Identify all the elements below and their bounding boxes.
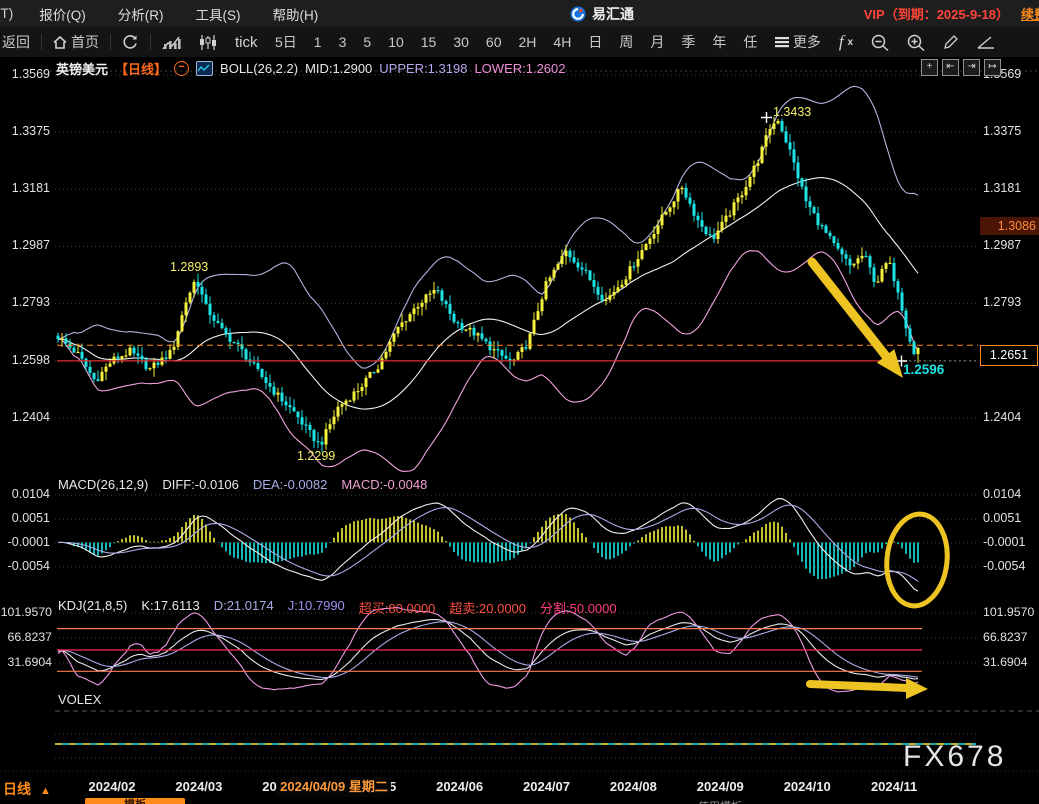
home-icon (53, 35, 67, 49)
crosshair-icon[interactable]: + (921, 59, 938, 76)
period-button[interactable]: 10 (388, 34, 404, 50)
toolbar-divider (41, 34, 42, 50)
axis-shift-icon[interactable]: ↦ (984, 59, 1001, 76)
chart-header: 英镑美元 【日线】 − BOLL(26,2.2) MID:1.2900 UPPE… (56, 59, 566, 78)
menu-item[interactable]: 帮助(H) (272, 7, 319, 23)
period-button[interactable]: 4H (553, 34, 572, 50)
boll-study-label: BOLL(26,2.2) (220, 61, 299, 76)
angle-tool-icon (977, 35, 995, 49)
home-button[interactable]: 首页 (44, 32, 108, 52)
bar-chart-icon (162, 36, 181, 49)
back-button[interactable]: 返回 (2, 34, 30, 50)
refresh-button[interactable] (113, 34, 148, 50)
period-button[interactable]: 日 (588, 34, 603, 50)
app-logo-icon (570, 6, 586, 21)
period-button[interactable]: 季 (681, 34, 696, 50)
boll-upper-value: UPPER:1.3198 (379, 61, 468, 76)
period-button[interactable]: 15 (420, 34, 437, 50)
axis-left-icon[interactable]: ⇤ (942, 59, 959, 76)
period-button[interactable]: 60 (485, 34, 502, 50)
toolbar-divider (110, 34, 111, 50)
axis-right-icon[interactable]: ⇥ (963, 59, 980, 76)
period-button[interactable]: 任 (743, 34, 758, 50)
app-brand-label: 易汇通 (592, 5, 634, 22)
menu-item-fragment[interactable]: (T) (0, 6, 14, 21)
period-buttons: 5日 1 3 5 10 15 30 60 2H 4H 日周月季年任 (267, 32, 766, 52)
bar-chart-button[interactable] (153, 35, 190, 50)
toolbar: 返回 首页 (0, 27, 1039, 58)
boll-mid-value: MID:1.2900 (305, 61, 373, 76)
menu-item[interactable]: 分析(R) (117, 7, 164, 23)
renew-link[interactable]: 续费 (1020, 7, 1039, 22)
zoom-in-icon (907, 34, 925, 51)
period-button[interactable]: 年 (712, 34, 727, 50)
period-button[interactable]: 2H (518, 34, 537, 50)
zoom-out-button[interactable] (862, 34, 898, 51)
candlestick-button[interactable] (190, 34, 226, 50)
candlestick-icon (200, 34, 216, 50)
menu-item[interactable]: 工具(S) (195, 7, 241, 23)
menu-bar: (T) 报价(Q) 分析(R) 工具(S) 帮助(H) 易汇通 VIP（到期：2025… (0, 0, 1039, 28)
vip-status: VIP（到期：2025-9-18） (863, 7, 1009, 22)
draw-button[interactable] (934, 34, 968, 50)
mini-chart-icon[interactable] (196, 61, 214, 76)
period-button[interactable]: 1 (313, 34, 322, 50)
chart-pane-controls: + ⇤ ⇥ ↦ (921, 59, 1001, 76)
menu-item[interactable]: 报价(Q) (39, 7, 86, 23)
period-button[interactable]: 3 (338, 34, 347, 50)
period-button[interactable]: 周 (619, 34, 634, 50)
collapse-icon[interactable]: − (174, 61, 190, 76)
period-tag: 【日线】 (115, 62, 168, 77)
symbol-name[interactable]: 英镑美元 (56, 62, 109, 77)
period-button[interactable]: 月 (650, 34, 665, 50)
toolbar-divider (150, 34, 151, 50)
pencil-icon (944, 35, 959, 49)
zoom-out-icon (871, 34, 889, 51)
tick-period-button[interactable]: tick (235, 33, 258, 51)
zoom-in-button[interactable] (898, 34, 934, 51)
period-button[interactable]: 5 (363, 34, 372, 50)
vip-area: VIP（到期：2025-9-18） 续费 (864, 0, 1039, 27)
measure-button[interactable] (968, 35, 1004, 50)
menu-items: 报价(Q) 分析(R) 工具(S) 帮助(H) (23, 4, 334, 24)
period-button[interactable]: 30 (453, 34, 469, 50)
refresh-icon (123, 35, 137, 49)
more-menu-icon (774, 37, 789, 48)
period-button[interactable]: 5日 (275, 34, 297, 50)
more-button[interactable]: 更多 (766, 32, 830, 52)
app-brand: 易汇通 (570, 0, 634, 27)
boll-lower-value: LOWER:1.2602 (474, 61, 566, 76)
